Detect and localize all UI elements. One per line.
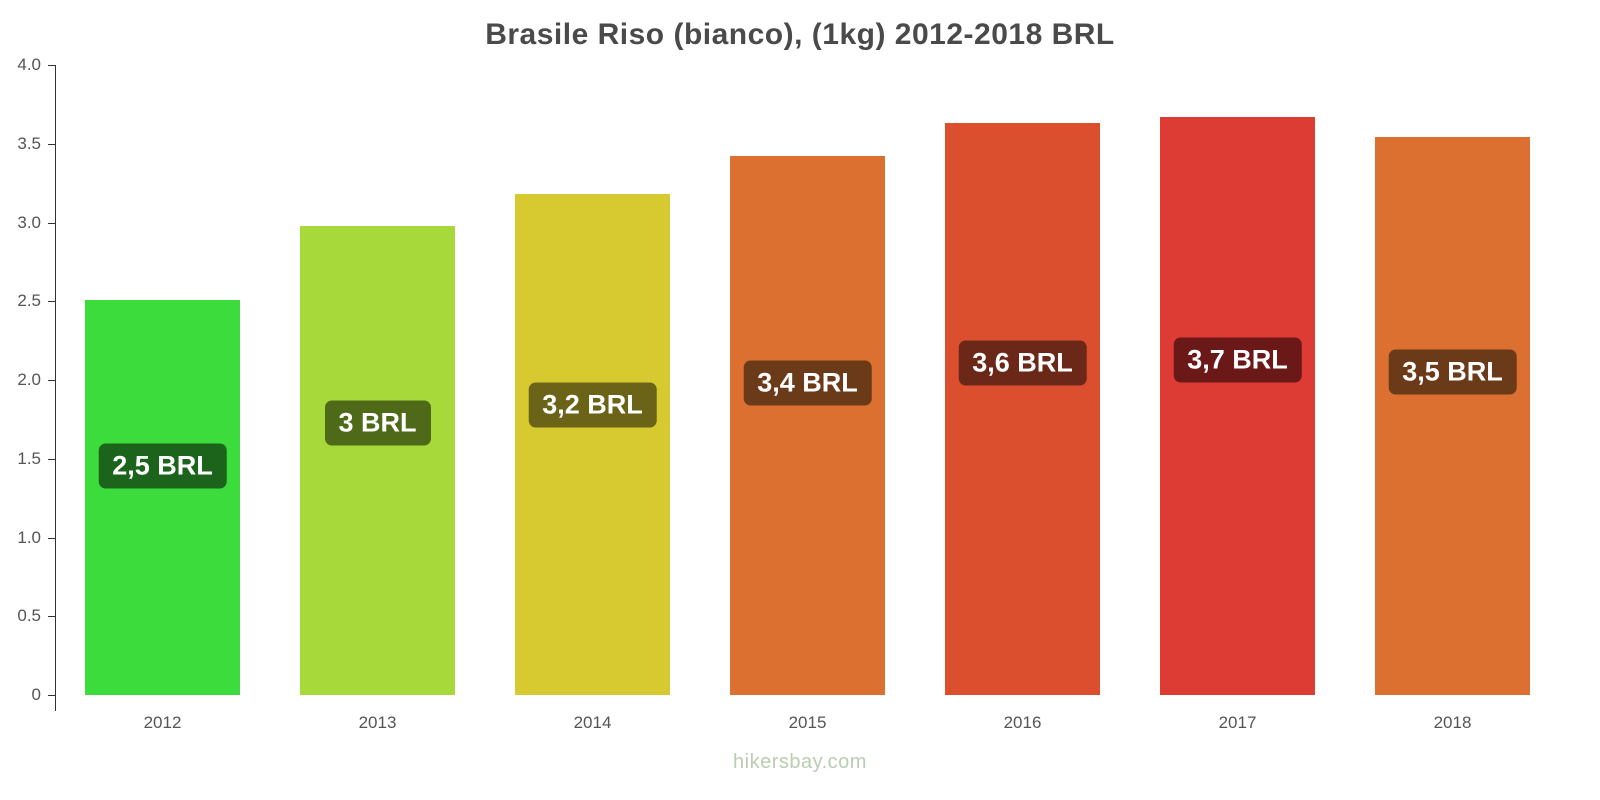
bar-value-label-2012: 2,5 BRL [98,443,227,489]
bar-value-label-2015: 3,4 BRL [743,360,872,406]
bar-2012 [85,299,240,695]
y-axis-tick [48,537,55,539]
bar-2013 [300,225,455,695]
bar-2014 [515,194,670,695]
y-axis-tick-label: 2.0 [17,370,41,389]
y-axis-tick-label: 4.0 [17,55,41,74]
y-axis-line [55,65,56,711]
y-axis-tick [48,458,55,460]
y-axis-tick-label: 3.5 [17,133,41,153]
watermark: hikersbay.com [733,751,867,773]
y-axis-tick-label: 0 [31,685,41,704]
bar-value-label-2016: 3,6 BRL [958,340,1087,386]
x-axis-label-2013: 2013 [358,713,397,732]
bar-2015 [730,156,885,695]
bar-2018 [1375,137,1530,695]
y-axis-tick [48,65,55,66]
y-axis-tick-label: 3.0 [17,212,41,232]
y-axis-tick [48,616,55,618]
bar-value-label-2018: 3,5 BRL [1388,349,1517,395]
x-axis-label-2015: 2015 [788,713,827,732]
y-axis-tick [48,301,55,303]
y-axis-tick-label: 1.0 [17,527,41,547]
x-axis-label-2012: 2012 [143,713,182,732]
bar-value-label-2014: 3,2 BRL [528,382,657,427]
y-axis-tick [48,380,55,381]
bar-2016 [945,123,1100,695]
x-axis-label-2014: 2014 [573,713,612,732]
y-axis-tick [48,695,55,696]
bar-2017 [1160,116,1315,695]
bar-value-label-2017: 3,7 BRL [1173,337,1302,383]
x-axis-label-2016: 2016 [1003,713,1042,732]
y-axis-tick-label: 1.5 [17,448,41,468]
x-axis-label-2018: 2018 [1433,713,1472,732]
y-axis-tick [48,222,55,224]
y-axis-tick [48,143,55,145]
bar-value-label-2013: 3 BRL [324,400,431,446]
y-axis-tick-label: 2.5 [17,291,41,311]
chart-title: Brasile Riso (bianco), (1kg) 2012-2018 B… [485,18,1115,51]
y-axis-tick-label: 0.5 [17,606,41,626]
x-axis-label-2017: 2017 [1218,713,1257,732]
